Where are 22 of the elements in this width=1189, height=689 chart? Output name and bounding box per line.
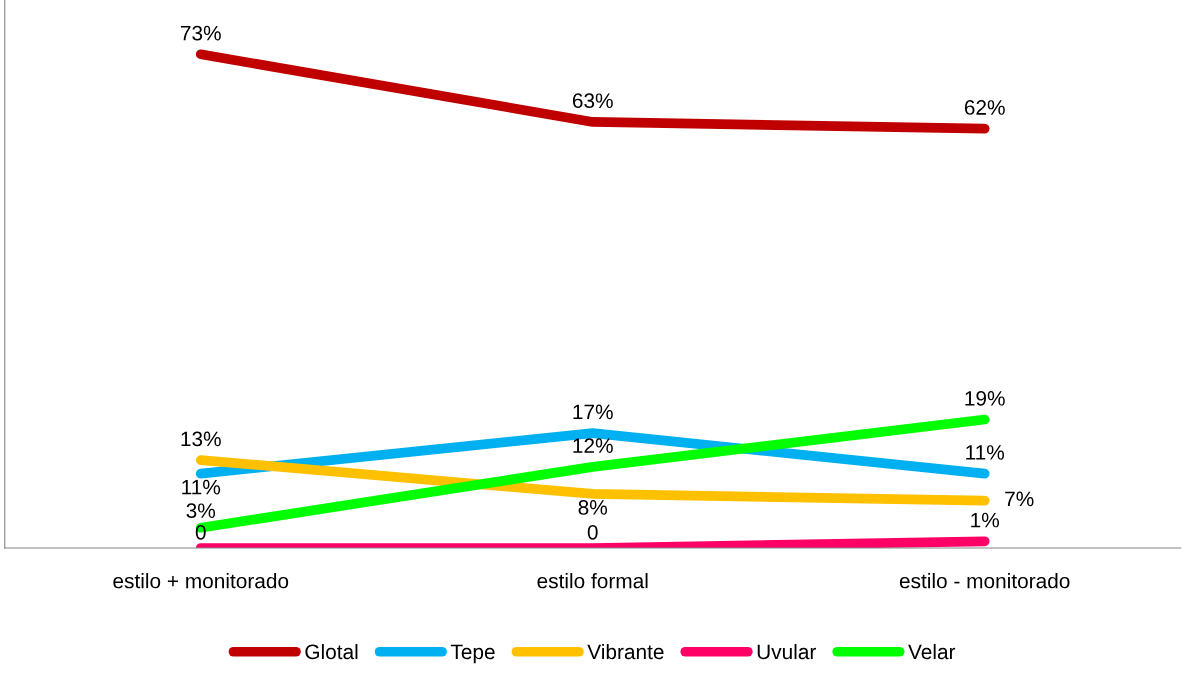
data-label: 19% [965,390,1005,406]
data-label: 13% [181,431,221,447]
data-label: 3% [186,503,216,519]
data-label: 63% [572,93,613,109]
legend-label: Vibrante [587,643,664,660]
x-tick-label: estilo - monitorado [899,573,1070,589]
data-label: 11% [182,479,221,495]
data-label: 1% [971,512,999,528]
legend-label: Tepe [450,644,495,664]
data-label: 7% [1005,491,1034,507]
data-label: 8% [578,500,608,515]
data-label: 17% [573,404,613,420]
x-tick-label: estilo + monitorado [113,573,289,589]
data-label: 62% [964,100,1005,115]
legend-label: Velar [908,643,956,660]
data-label: 12% [573,438,613,453]
legend-label: Glotal [305,643,358,660]
x-tick-label: estilo formal [537,573,648,589]
data-label: 11% [966,445,1005,460]
data-label: 73% [180,25,221,41]
legend-label: Uvular [757,643,816,660]
data-label: 0 [587,524,598,540]
